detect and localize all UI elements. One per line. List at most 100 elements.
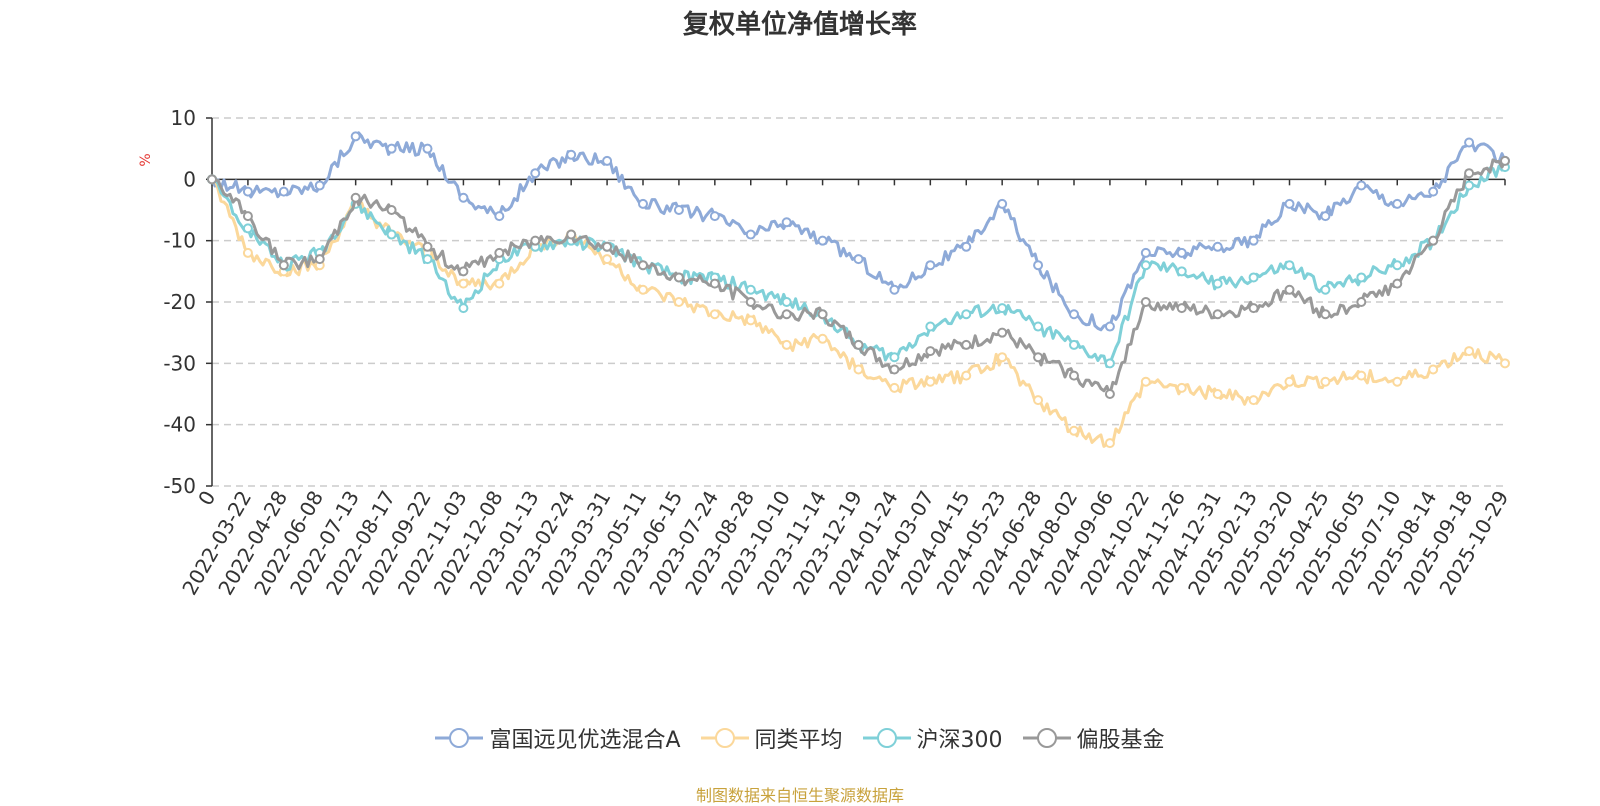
data-point [350, 131, 361, 142]
data-point [853, 339, 864, 350]
data-point [530, 168, 541, 179]
data-point [1104, 321, 1115, 332]
data-point [925, 346, 936, 357]
data-point [494, 247, 505, 258]
y-tick-label: -10 [163, 229, 196, 253]
data-point [673, 205, 684, 215]
data-point [494, 278, 505, 289]
y-tick-label: -20 [163, 290, 196, 314]
data-point [1104, 438, 1115, 449]
data-point [1033, 352, 1044, 363]
legend-label: 沪深300 [916, 728, 1003, 753]
data-point [1248, 395, 1259, 406]
data-point [961, 370, 972, 381]
data-point [1212, 241, 1223, 252]
legend-item[interactable]: 富国远见优选混合A [435, 722, 681, 754]
data-point [1392, 260, 1403, 271]
data-point [1212, 278, 1223, 289]
data-point [602, 241, 613, 252]
legend-item[interactable]: 沪深300 [862, 722, 1003, 754]
data-point [1356, 180, 1367, 191]
data-point [1392, 278, 1403, 289]
data-point [494, 211, 505, 222]
data-point [817, 309, 828, 320]
legend-label: 偏股基金 [1076, 728, 1165, 753]
data-point [1248, 235, 1259, 246]
data-point [1464, 346, 1475, 357]
legend-line-circle-icon [862, 728, 911, 748]
data-point [1284, 376, 1295, 387]
y-axis: 10 0 -10 -20 -30 -40 -50 [163, 106, 213, 498]
series-0 [207, 131, 1510, 332]
data-point [1248, 272, 1259, 283]
data-point [1320, 309, 1331, 320]
data-point [1356, 370, 1367, 381]
data-point [1464, 137, 1475, 148]
data-point [1500, 358, 1510, 369]
data-point [781, 297, 792, 307]
data-point [1356, 272, 1367, 283]
data-point [1284, 260, 1295, 271]
data-point [925, 260, 936, 271]
data-point [1176, 382, 1187, 393]
data-point [242, 247, 253, 258]
data-point [458, 192, 469, 203]
data-point [458, 303, 469, 314]
data-point [1069, 339, 1079, 350]
series-line [211, 158, 1507, 396]
legend: 富国远见优选混合A 同类平均 沪深300 偏股基金 [0, 722, 1600, 754]
legend-item[interactable]: 同类平均 [700, 722, 843, 754]
data-point [781, 339, 792, 350]
data-point [1500, 155, 1510, 166]
legend-line-circle-icon [435, 728, 484, 748]
data-point [1104, 358, 1115, 369]
legend-line-circle-icon [700, 728, 749, 748]
data-point [889, 284, 900, 295]
data-point [709, 211, 720, 222]
series-3 [207, 155, 1510, 399]
legend-item[interactable]: 偏股基金 [1022, 722, 1165, 754]
data-point [1392, 376, 1403, 387]
y-tick-label: -50 [163, 474, 196, 498]
series-layer [207, 131, 1510, 449]
data-point [314, 180, 325, 191]
data-point [1140, 297, 1151, 307]
data-point [1176, 247, 1187, 258]
legend-label: 同类平均 [754, 728, 843, 753]
legend-label: 富国远见优选混合A [489, 728, 681, 753]
data-point [889, 382, 900, 393]
data-point [781, 309, 792, 320]
data-point [925, 321, 936, 332]
legend-line-circle-icon [1022, 728, 1071, 748]
data-point [889, 364, 900, 375]
data-point [1104, 389, 1115, 399]
data-point [602, 254, 613, 265]
data-point [458, 278, 469, 289]
x-tick-label: 0 [193, 487, 220, 510]
data-point [422, 143, 433, 154]
data-point [278, 186, 289, 197]
data-point [1069, 370, 1079, 381]
data-point [1356, 297, 1367, 307]
data-point [314, 254, 325, 265]
series-line [211, 164, 1507, 368]
data-point [997, 303, 1008, 314]
data-point [1069, 309, 1079, 320]
data-point [997, 327, 1008, 338]
data-point [745, 229, 756, 240]
data-point [1428, 364, 1439, 375]
data-point [386, 143, 397, 154]
data-point [745, 315, 756, 326]
y-tick-label: -40 [163, 413, 196, 437]
data-point [961, 241, 972, 252]
y-tick-label: 10 [171, 106, 196, 130]
data-point [1033, 395, 1044, 406]
data-point [1428, 235, 1439, 246]
data-point [1284, 198, 1295, 209]
source-note: 制图数据来自恒生聚源数据库 [695, 786, 904, 805]
data-point [1176, 266, 1187, 277]
data-point [638, 198, 648, 209]
data-point [422, 254, 433, 265]
data-point [1140, 247, 1151, 258]
